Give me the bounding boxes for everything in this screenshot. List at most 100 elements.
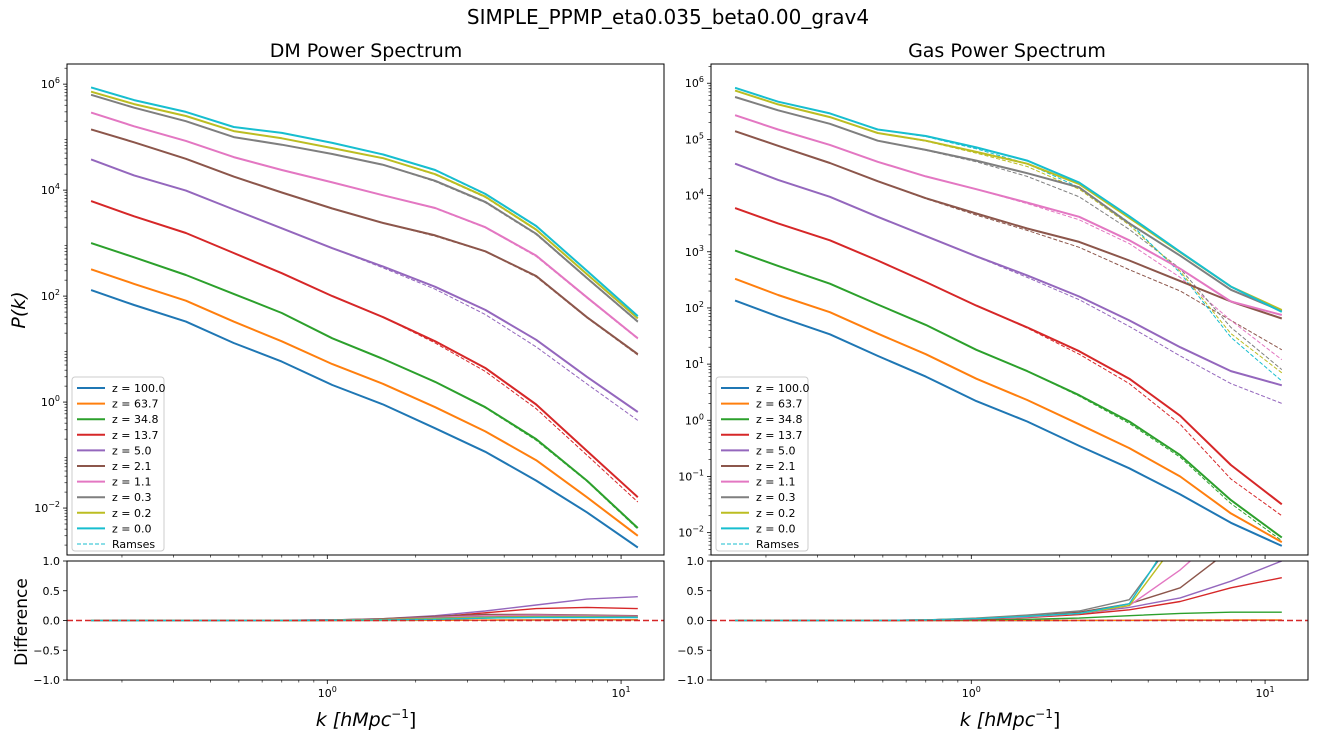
series-line bbox=[734, 89, 1283, 311]
legend-label: z = 63.7 bbox=[756, 398, 802, 411]
series-line bbox=[90, 242, 639, 529]
legend: z = 100.0 z = 63.7 z = 34.8 z = 13.7 z = 5.0… bbox=[715, 376, 809, 552]
legend-label: z = 100.0 bbox=[756, 382, 809, 395]
x-tick-label: 101 bbox=[1256, 685, 1275, 700]
difference-line bbox=[735, 561, 1158, 622]
y-tick-label: 100 bbox=[41, 394, 60, 409]
axes-frame bbox=[66, 63, 665, 556]
legend-label: z = 63.7 bbox=[112, 398, 158, 411]
dm-x-axis-label-unit: [hMpc bbox=[333, 709, 392, 731]
dm-power-spectrum-axes: 10−2 100 102 104 106 z = 100.0 z = 63.7 z = 34.… bbox=[34, 63, 665, 559]
ramses-series-line bbox=[734, 114, 1283, 361]
y-tick-label: 0.0 bbox=[687, 615, 705, 628]
ramses-series-line bbox=[90, 91, 639, 320]
gas-x-axis-label-close: ] bbox=[1053, 709, 1060, 731]
y-tick-label: 100 bbox=[685, 412, 704, 427]
y-tick-label: 1.0 bbox=[687, 555, 705, 568]
legend-label: z = 13.7 bbox=[112, 429, 158, 442]
series-line bbox=[734, 249, 1283, 539]
series-line bbox=[90, 268, 639, 537]
difference-line bbox=[735, 561, 1283, 622]
difference-line bbox=[735, 577, 1282, 622]
dm-x-axis-label-k: k bbox=[316, 709, 328, 731]
y-tick-label: −0.5 bbox=[677, 644, 704, 657]
y-tick-label: 0.5 bbox=[687, 585, 705, 598]
y-tick-label: −0.5 bbox=[33, 644, 60, 657]
y-tick-label: 104 bbox=[685, 188, 704, 203]
legend-label: z = 1.1 bbox=[756, 476, 795, 489]
y-tick-label: 106 bbox=[41, 76, 60, 91]
dm-x-axis-label-exp: −1 bbox=[391, 707, 409, 721]
difference-line bbox=[735, 561, 1217, 622]
y-tick-label: 0.0 bbox=[43, 615, 61, 628]
ramses-series-line bbox=[734, 163, 1282, 404]
ramses-series-line bbox=[734, 300, 1283, 547]
y-tick-label: 0.5 bbox=[43, 585, 61, 598]
series-line bbox=[90, 90, 639, 320]
difference-line bbox=[735, 561, 1164, 622]
legend-label: z = 2.1 bbox=[112, 460, 151, 473]
x-tick-label: 100 bbox=[962, 685, 981, 700]
gas-panel-title: Gas Power Spectrum bbox=[908, 40, 1106, 62]
y-tick-label: 10−1 bbox=[678, 468, 704, 483]
ramses-series-line bbox=[734, 87, 1283, 382]
legend-label: z = 100.0 bbox=[112, 382, 165, 395]
gas-x-axis-label-unit: [hMpc bbox=[977, 709, 1036, 731]
ramses-series-line bbox=[90, 242, 639, 530]
y-tick-label: 105 bbox=[685, 131, 704, 146]
main-y-axis-label: P(k) bbox=[8, 291, 30, 328]
legend-label: z = 0.0 bbox=[756, 522, 795, 535]
series-line bbox=[90, 289, 639, 549]
legend-box bbox=[71, 376, 165, 552]
legend-box bbox=[715, 376, 809, 552]
series-line bbox=[90, 200, 639, 498]
y-tick-label: 102 bbox=[685, 300, 704, 315]
ramses-series-line bbox=[90, 158, 639, 421]
gas-difference-axes: 100 101 1.0 0.5 0.0 −0.5 −1.0 bbox=[677, 555, 1309, 700]
series-line bbox=[90, 128, 639, 356]
legend-label: z = 2.1 bbox=[756, 460, 795, 473]
axes-frame bbox=[710, 63, 1309, 556]
ramses-series-line bbox=[734, 96, 1283, 370]
figure-title: SIMPLE_PPMP_eta0.035_beta0.00_grav4 bbox=[467, 5, 869, 29]
y-tick-label: 1.0 bbox=[43, 555, 61, 568]
series-line bbox=[734, 299, 1283, 547]
ramses-series-line bbox=[734, 250, 1283, 542]
legend-label: z = 0.2 bbox=[112, 507, 151, 520]
y-tick-label: 103 bbox=[685, 244, 704, 259]
y-tick-label: 101 bbox=[685, 356, 704, 371]
legend-label: z = 1.1 bbox=[112, 476, 151, 489]
gas-x-axis-label-k: k bbox=[960, 709, 972, 731]
legend-label: Ramses bbox=[756, 538, 799, 551]
series-line bbox=[734, 96, 1283, 313]
legend-label: z = 5.0 bbox=[112, 444, 151, 457]
series-line bbox=[734, 86, 1283, 313]
ramses-series-line bbox=[90, 289, 639, 548]
series-line bbox=[734, 162, 1283, 387]
legend-label: Ramses bbox=[112, 538, 155, 551]
series-line bbox=[90, 158, 639, 413]
legend-label: z = 5.0 bbox=[756, 444, 795, 457]
y-tick-label: 10−2 bbox=[34, 500, 60, 515]
series-line bbox=[734, 207, 1283, 506]
y-tick-label: 106 bbox=[685, 75, 704, 90]
series-line bbox=[734, 130, 1283, 320]
dm-x-axis-label-close: ] bbox=[409, 709, 416, 731]
dm-difference-axes: 100 101 1.0 0.5 0.0 −0.5 −1.0 bbox=[33, 555, 665, 700]
legend-label: z = 0.0 bbox=[112, 522, 151, 535]
y-tick-label: −1.0 bbox=[33, 674, 60, 687]
ramses-series-line bbox=[90, 112, 639, 340]
ramses-series-line bbox=[90, 94, 639, 323]
series-line bbox=[90, 111, 639, 340]
legend-label: z = 34.8 bbox=[112, 413, 158, 426]
series-line bbox=[734, 114, 1283, 316]
y-tick-label: −1.0 bbox=[677, 674, 704, 687]
legend-label: z = 0.2 bbox=[756, 507, 795, 520]
difference-line bbox=[735, 561, 1159, 622]
ramses-series-line bbox=[734, 130, 1283, 351]
y-tick-label: 104 bbox=[41, 182, 60, 197]
gas-x-axis-label: k [hMpc−1] bbox=[960, 707, 1061, 731]
legend-label: z = 34.8 bbox=[756, 413, 802, 426]
